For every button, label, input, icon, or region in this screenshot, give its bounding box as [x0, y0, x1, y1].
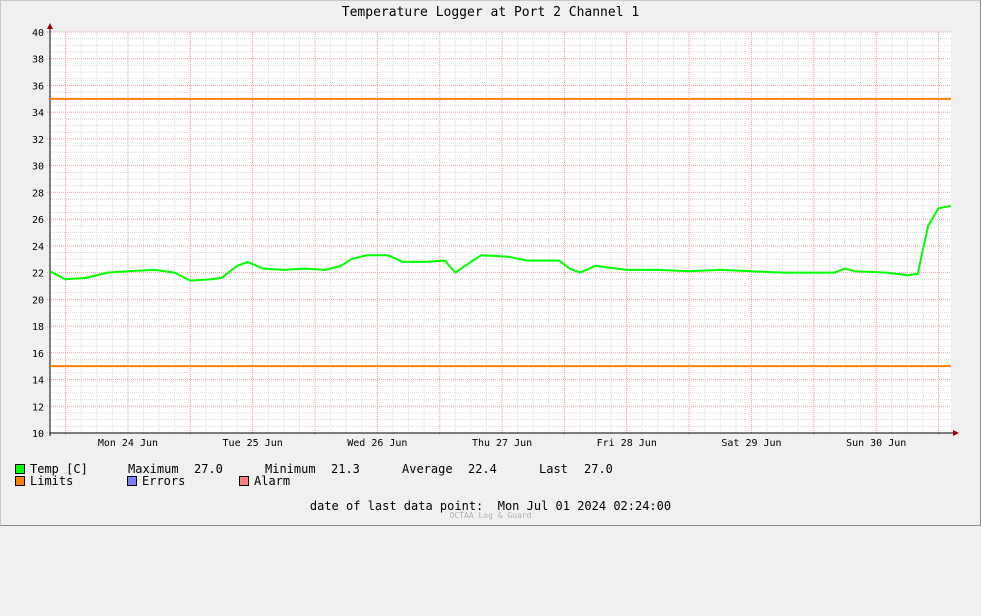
x-tick-label: Wed 26 Jun [347, 438, 407, 449]
x-tick-label: Fri 28 Jun [597, 438, 657, 449]
y-tick-label: 12 [32, 402, 44, 413]
errors-swatch [127, 476, 137, 486]
chart-plot: 10 12 14 16 18 20 22 24 26 28 30 32 34 36 38 40 Mon 24 J… [32, 23, 959, 449]
legend-average-label: Average [402, 462, 453, 476]
last-point-label: date of last data point: [309, 499, 484, 513]
legend-row-keys: Limits Errors Alarm [15, 474, 290, 488]
y-tick-label: 38 [32, 55, 44, 66]
legend-maximum-label: Maximum [128, 462, 179, 476]
x-axis-arrow [953, 430, 959, 436]
y-tick-label: 32 [32, 135, 44, 146]
legend-last-label: Last [539, 462, 568, 476]
y-tick-label: 30 [32, 162, 44, 173]
x-tick-label: Thu 27 Jun [472, 438, 532, 449]
last-point-value: Mon Jul 01 2024 02:24:00 [497, 499, 672, 513]
y-tick-label: 14 [32, 376, 44, 387]
x-tick-label: Tue 25 Jun [223, 438, 283, 449]
limits-swatch [15, 476, 25, 486]
legend-limits-label: Limits [30, 474, 74, 488]
legend-errors-label: Errors [142, 474, 186, 488]
alarm-swatch [239, 476, 249, 486]
x-tick-label: Sun 30 Jun [846, 438, 906, 449]
legend-average-value: 22.4 [468, 462, 497, 476]
y-tick-label: 34 [32, 108, 44, 119]
x-tick-label: Sat 29 Jun [721, 438, 781, 449]
watermark-text: OCTAA Log & Guard [449, 511, 532, 520]
chart-title: Temperature Logger at Port 2 Channel 1 [341, 5, 640, 20]
y-axis-arrow [47, 23, 53, 29]
legend-minimum-label: Minimum [265, 462, 316, 476]
x-tick-label: Mon 24 Jun [98, 438, 158, 449]
last-data-point: date of last data point: Mon Jul 01 2024… [0, 499, 981, 513]
legend-alarm-label: Alarm [254, 474, 291, 488]
legend-temp-label: Temp [C] [30, 462, 88, 476]
legend-minimum-value: 21.3 [331, 462, 360, 476]
legend-maximum-value: 27.0 [194, 462, 223, 476]
legend-last-value: 27.0 [584, 462, 613, 476]
y-tick-label: 10 [32, 429, 44, 440]
temp-swatch [15, 464, 25, 474]
y-tick-label: 20 [32, 295, 44, 306]
y-tick-label: 24 [32, 242, 44, 253]
y-tick-label: 22 [32, 269, 44, 280]
y-tick-label: 18 [32, 322, 44, 333]
y-tick-label: 36 [32, 81, 44, 92]
temperature-series-line [49, 204, 952, 282]
y-tick-label: 26 [32, 215, 44, 226]
y-tick-label: 40 [32, 28, 44, 39]
y-tick-label: 28 [32, 188, 44, 199]
y-tick-label: 16 [32, 349, 44, 360]
legend-row-stats: Temp [C] Maximum 27.0 Minimum 21.3 Avera… [15, 462, 613, 476]
